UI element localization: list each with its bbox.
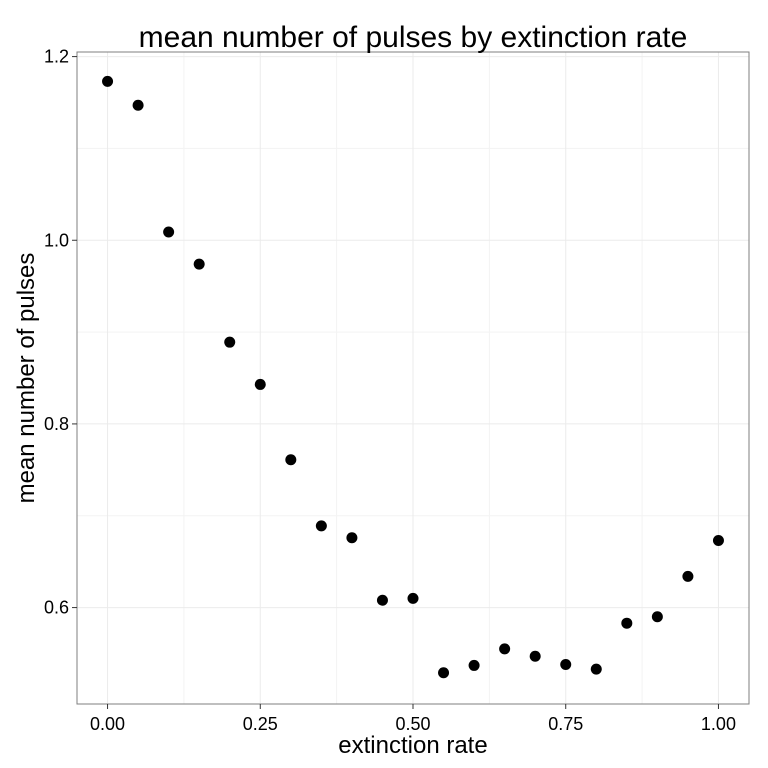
y-axis-title: mean number of pulses [13,253,40,504]
data-point [315,520,327,532]
data-point [438,667,450,679]
y-tick-label: 0.6 [44,598,69,618]
data-points [102,75,724,679]
y-tick-label: 1.2 [44,47,69,67]
data-point [132,99,144,111]
y-tick-label: 1.0 [44,230,69,250]
x-axis-ticks: 0.00 0.25 0.50 0.75 1.00 [90,704,736,734]
data-point [254,378,266,390]
x-tick-label: 0.25 [243,714,278,734]
data-point [285,454,297,466]
data-point [468,659,480,671]
data-point [682,570,694,582]
data-point [346,532,358,544]
data-point [712,535,724,547]
data-point [621,617,633,629]
data-point [590,663,602,675]
chart-title: mean number of pulses by extinction rate [139,21,688,54]
x-tick-label: 0.50 [395,714,430,734]
data-point [529,650,541,662]
x-tick-label: 0.75 [548,714,583,734]
data-point [560,659,572,671]
x-tick-label: 0.00 [90,714,125,734]
data-point [224,336,236,348]
data-point [407,592,419,604]
data-point [651,611,663,623]
data-point [499,643,511,655]
x-axis-title: extinction rate [338,732,487,759]
x-tick-label: 1.00 [701,714,736,734]
y-tick-label: 0.8 [44,414,69,434]
data-point [163,226,175,238]
data-point [376,594,388,606]
data-point [193,258,205,270]
y-axis-ticks: 0.6 0.8 1.0 1.2 [44,47,77,618]
data-point [102,75,114,87]
